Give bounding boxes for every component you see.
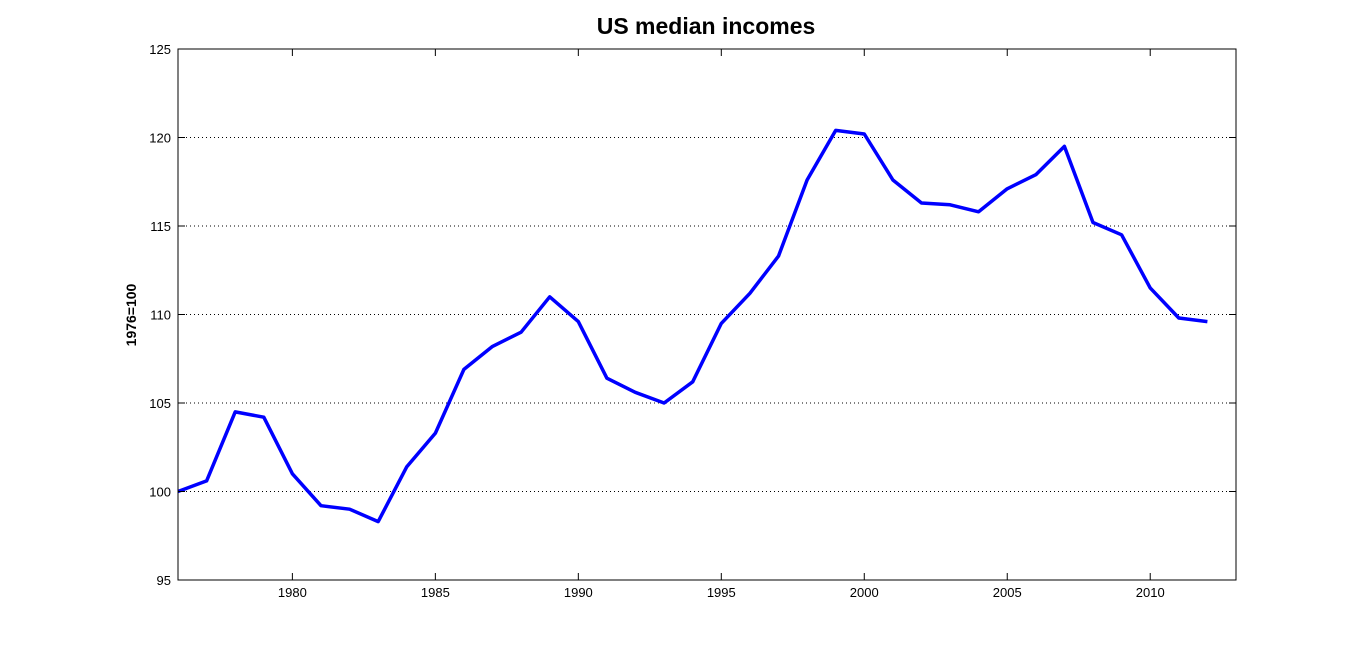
x-tick-label-2005: 2005 (993, 585, 1022, 600)
x-tick-label-2010: 2010 (1136, 585, 1165, 600)
x-tick-label-1995: 1995 (707, 585, 736, 600)
x-tick-label-1990: 1990 (564, 585, 593, 600)
x-tick-label-1985: 1985 (421, 585, 450, 600)
y-tick-label-105: 105 (149, 396, 171, 411)
y-tick-label-95: 95 (157, 573, 171, 588)
y-tick-label-120: 120 (149, 131, 171, 146)
series-line-group (177, 128, 1208, 524)
x-axis-ticks: 1980 1985 1990 1995 2000 2005 2010 (278, 49, 1165, 600)
series-line-0 (177, 128, 1208, 524)
x-tick-label-1980: 1980 (278, 585, 307, 600)
y-tick-label-125: 125 (149, 42, 171, 57)
y-axis-label: 1976=100 (123, 283, 139, 346)
y-axis-ticks: 95 100 105 110 115 120 125 (149, 42, 1236, 588)
x-tick-label-2000: 2000 (850, 585, 879, 600)
chart-title: US median incomes (597, 13, 816, 39)
gridlines (178, 137, 1236, 492)
y-tick-label-115: 115 (150, 219, 171, 234)
y-tick-label-110: 110 (150, 308, 171, 323)
y-tick-label-100: 100 (149, 485, 171, 500)
